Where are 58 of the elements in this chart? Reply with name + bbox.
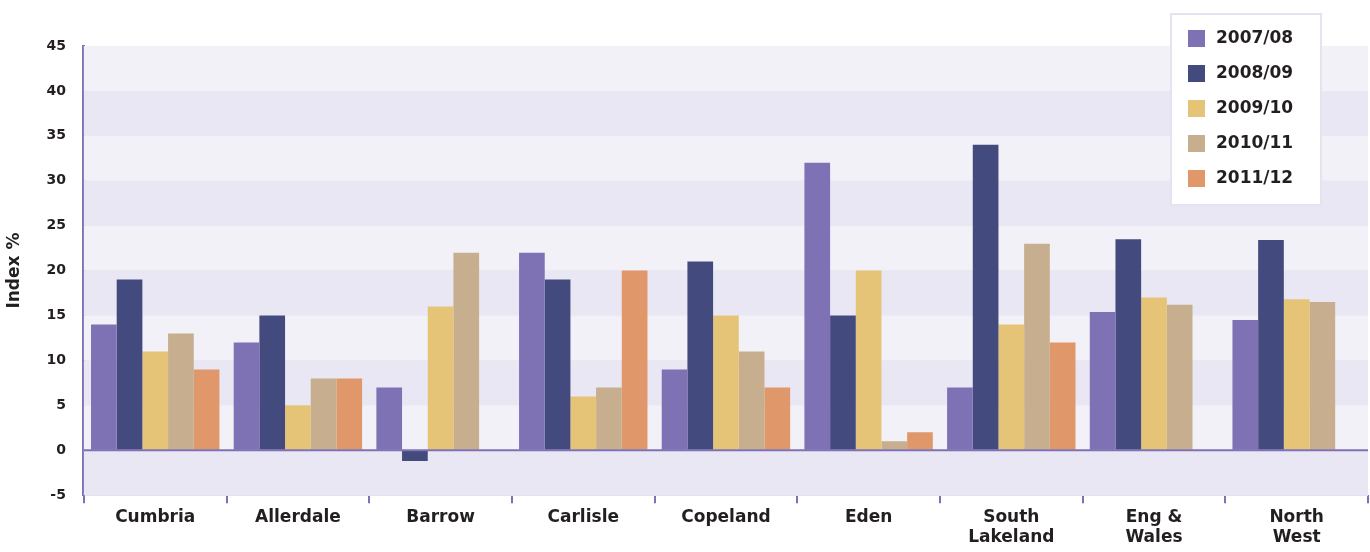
bar — [1115, 239, 1142, 450]
bar — [1283, 299, 1310, 450]
bar — [1024, 243, 1050, 450]
bar — [1309, 302, 1336, 450]
bar — [855, 270, 882, 450]
x-tick-label: Barrow — [406, 505, 476, 526]
bar — [972, 144, 999, 450]
bar — [453, 252, 480, 450]
x-tick-label: Copeland — [681, 505, 771, 526]
bar — [998, 324, 1025, 450]
x-tick-label: Eden — [844, 505, 893, 526]
x-tick-label: Cumbria — [115, 505, 196, 526]
bar — [764, 387, 791, 450]
x-tick-label: Allerdale — [255, 505, 341, 526]
y-tick-label: 25 — [46, 216, 66, 233]
bar — [1049, 342, 1076, 450]
y-tick-label: 40 — [46, 81, 67, 98]
bar — [830, 315, 856, 450]
x-tick-label: Carlisle — [547, 505, 619, 526]
x-tick-label: Eng & Wales — [1125, 505, 1183, 547]
legend-label: 2009/10 — [1216, 97, 1294, 118]
legend-label: 2008/09 — [1216, 62, 1294, 83]
bar — [142, 351, 169, 450]
bar — [1258, 240, 1284, 450]
y-tick-label: 10 — [46, 351, 67, 368]
bar — [621, 270, 648, 450]
bar — [336, 378, 363, 450]
y-tick-label: 30 — [46, 171, 67, 188]
bar — [402, 450, 428, 462]
bar — [193, 369, 220, 450]
y-tick-label: 20 — [46, 261, 67, 278]
bar — [116, 279, 143, 450]
legend-label: 2007/08 — [1216, 27, 1294, 48]
bar — [713, 315, 739, 450]
bar — [596, 387, 622, 450]
x-tick-label: North West — [1269, 505, 1324, 547]
bar — [687, 261, 714, 450]
y-tick-label: -5 — [50, 485, 66, 502]
y-tick-label: 35 — [46, 126, 66, 143]
bar — [259, 315, 286, 450]
bar — [168, 333, 194, 450]
bar — [285, 405, 311, 450]
bar — [1141, 297, 1167, 450]
y-tick-label: 45 — [46, 36, 66, 53]
legend-label: 2010/11 — [1216, 132, 1294, 153]
y-tick-label: 15 — [46, 306, 66, 323]
y-axis-title: Index % — [2, 232, 23, 309]
bar — [907, 432, 933, 450]
x-tick-label: South Lakeland — [968, 505, 1055, 547]
y-tick-label: 5 — [56, 396, 66, 412]
bar — [427, 306, 454, 450]
bar — [1166, 304, 1193, 450]
legend-label: 2011/12 — [1216, 167, 1294, 188]
bar — [570, 396, 597, 450]
bar — [738, 351, 765, 450]
bar — [544, 279, 571, 450]
bar — [310, 378, 337, 450]
y-tick-label: 0 — [56, 440, 67, 457]
